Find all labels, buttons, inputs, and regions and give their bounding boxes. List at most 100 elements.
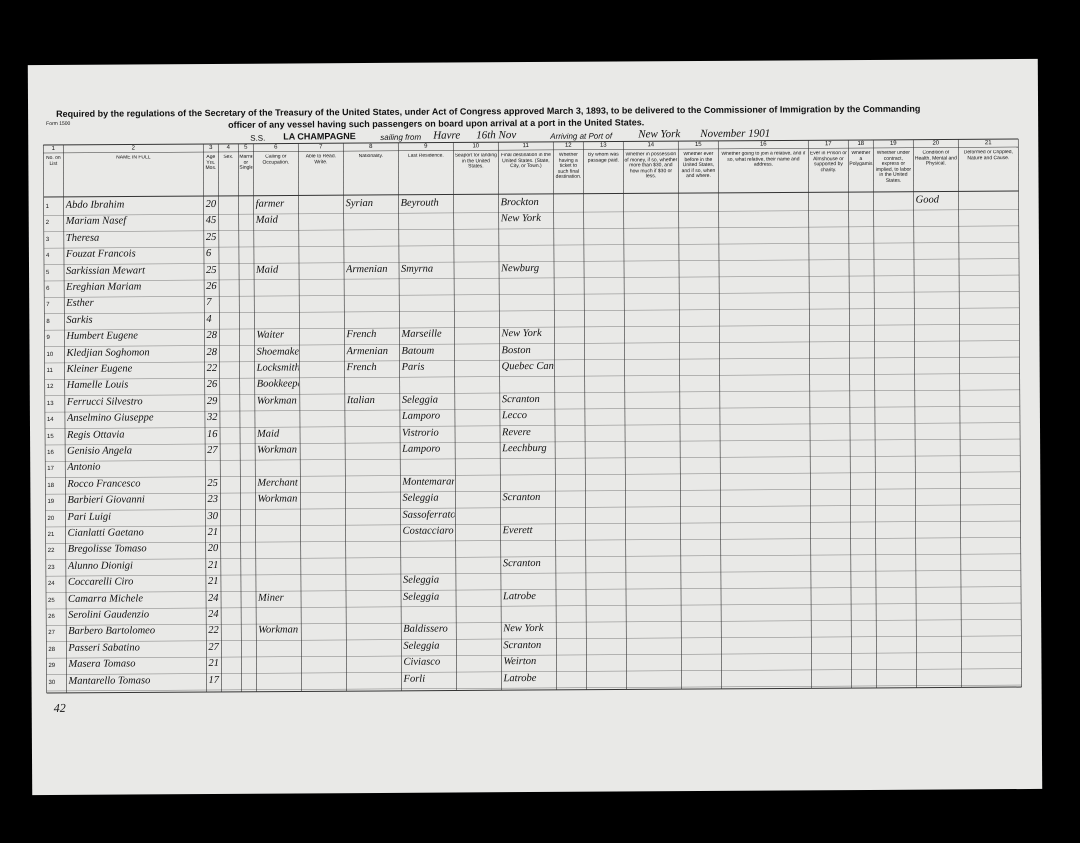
- cell-name: Bregolisse Tomaso: [67, 543, 147, 556]
- cell-no: 5: [46, 269, 50, 276]
- cell-age: 28: [206, 346, 218, 358]
- cell-occupation: Workman: [257, 493, 298, 505]
- rule: [847, 140, 852, 689]
- cell-no: 3: [45, 236, 50, 243]
- column-number: 15: [694, 141, 702, 149]
- cell-age: 25: [206, 264, 217, 276]
- cell-destination: Leechburg: [502, 442, 547, 455]
- column-heading: NAME IN FULL: [116, 155, 151, 161]
- cell-residence: Seleggia: [402, 574, 440, 586]
- column-number: 18: [857, 140, 865, 148]
- cell-no: 17: [47, 466, 54, 473]
- rule: [43, 209, 1019, 216]
- cell-destination: Latrobe: [502, 590, 536, 602]
- column-heading: Whether going to join a relative, and if…: [721, 151, 806, 168]
- rule: [46, 602, 1022, 610]
- cell-residence: Forli: [403, 673, 426, 685]
- rule: [252, 143, 257, 692]
- cell-name: Barbero Bartolomeo: [68, 625, 156, 638]
- rule: [43, 146, 1019, 154]
- cell-no: 8: [46, 318, 50, 325]
- cell-no: 1: [45, 203, 50, 210]
- rule: [44, 340, 1020, 347]
- column-heading: Married or Single.: [239, 154, 253, 171]
- cell-residence: Smyrna: [400, 263, 434, 275]
- cell-occupation: Workman: [258, 624, 299, 637]
- rule: [45, 553, 1021, 560]
- cell-age: 32: [206, 412, 218, 424]
- rule: [397, 142, 402, 691]
- cell-age: 29: [206, 395, 218, 407]
- cell-age: 45: [205, 215, 217, 227]
- column-heading: Whether a Polygamist.: [849, 150, 873, 168]
- column-number: 5: [244, 144, 248, 151]
- cell-name: Kledjian Soghomon: [66, 346, 150, 359]
- cell-age: 20: [207, 543, 219, 555]
- rule: [43, 225, 1019, 232]
- cell-name: Pari Luigi: [67, 511, 112, 523]
- cell-age: 7: [206, 297, 212, 309]
- sailing-label: sailing from: [380, 132, 422, 142]
- cell-residence: Batoum: [401, 345, 435, 357]
- column-heading: Deformed or Crippled, Nature and Cause.: [963, 150, 1013, 161]
- rule: [45, 504, 1021, 511]
- cell-age: 30: [207, 510, 219, 522]
- cell-name: Anselmino Giuseppe: [66, 412, 154, 425]
- cell-residence: Paris: [401, 361, 425, 373]
- cell-age: 27: [207, 444, 218, 457]
- cell-destination: New York: [503, 623, 544, 635]
- column-number: 19: [889, 140, 897, 147]
- column-number: 13: [599, 142, 607, 149]
- rule: [342, 143, 347, 692]
- cell-health: Good: [915, 194, 939, 206]
- cell-age: 24: [208, 608, 219, 621]
- cell-no: 2: [45, 220, 50, 227]
- cell-destination: Newburg: [500, 262, 540, 274]
- column-heading: Nationality.: [358, 153, 384, 160]
- column-number: 16: [759, 141, 767, 148]
- ruling: [42, 138, 1022, 694]
- column-number: 10: [472, 143, 480, 150]
- ship-name: LA CHAMPAGNE: [283, 131, 356, 142]
- rule: [582, 141, 587, 690]
- cell-name: Ferrucci Silvestro: [66, 396, 143, 408]
- cell-occupation: Workman: [256, 395, 297, 407]
- cell-nationality: Armenian: [346, 345, 388, 357]
- cell-age: 25: [207, 477, 218, 489]
- cell-name: Theresa: [65, 232, 100, 244]
- cell-occupation: Bookkeeper: [256, 378, 299, 391]
- cell-destination: Scranton: [503, 639, 542, 651]
- cell-name: Esther: [66, 298, 94, 310]
- column-number: 1: [51, 145, 55, 152]
- cell-no: 14: [46, 417, 54, 424]
- cell-no: 29: [48, 663, 56, 670]
- rule: [43, 138, 1019, 146]
- cell-name: Humbert Eugene: [66, 330, 138, 343]
- cell-destination: Boston: [501, 344, 531, 356]
- cell-residence: Vistrorio: [402, 427, 439, 439]
- arrival-date: November 1901: [700, 127, 771, 140]
- form-number: Form 1500: [46, 120, 71, 127]
- column-heading: Able to Read. Write.: [305, 154, 337, 165]
- cell-residence: Lamporo: [401, 410, 441, 423]
- column-number: 6: [274, 144, 278, 151]
- rule: [872, 139, 877, 688]
- rule: [622, 141, 627, 690]
- rule: [44, 307, 1020, 314]
- cell-residence: Seleggia: [401, 394, 439, 406]
- cell-no: 25: [48, 597, 55, 604]
- cell-age: 17: [208, 674, 220, 686]
- column-heading: Seaport for landing in the United States…: [454, 153, 497, 170]
- column-heading: Whether ever before in the United States…: [681, 151, 716, 180]
- rule: [217, 143, 222, 692]
- cell-age: 21: [208, 658, 219, 670]
- column-number: 20: [932, 140, 940, 147]
- rule: [452, 142, 457, 691]
- cell-occupation: Waiter: [256, 329, 285, 341]
- cell-occupation: Maid: [256, 264, 279, 276]
- rule: [46, 586, 1021, 593]
- column-number: 3: [209, 144, 213, 151]
- cell-name: Genisio Angela: [67, 445, 133, 457]
- cell-nationality: Armenian: [345, 263, 388, 275]
- sailing-date: 16th Nov: [476, 129, 517, 142]
